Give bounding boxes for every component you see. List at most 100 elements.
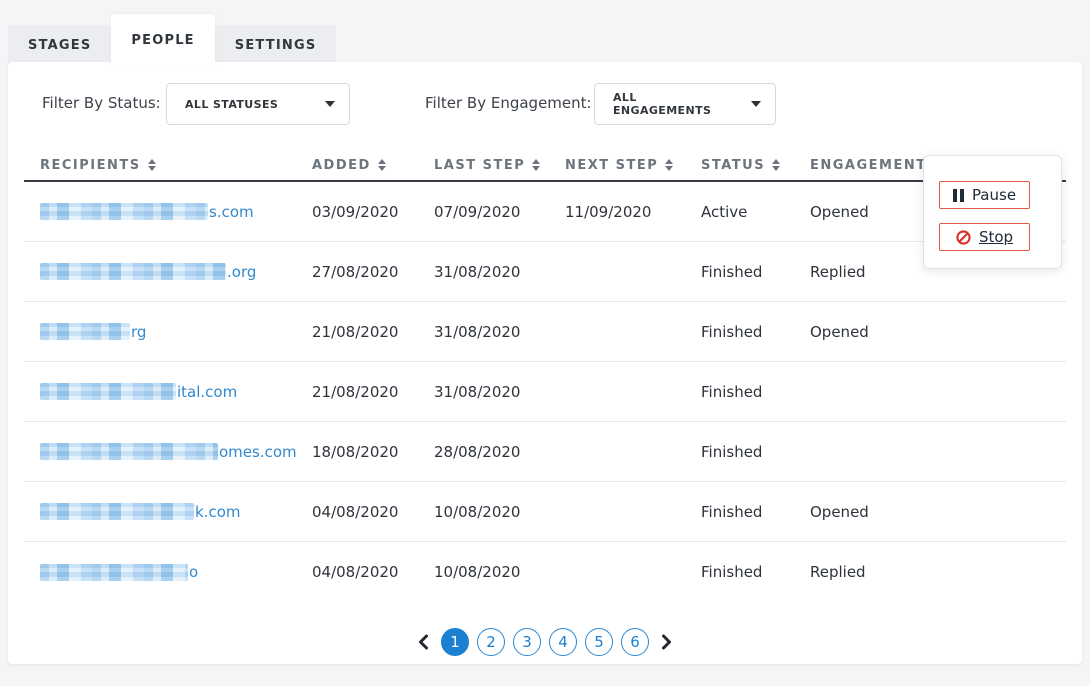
- page-button-2[interactable]: 2: [477, 628, 505, 656]
- recipient-email-link[interactable]: k.com: [40, 503, 241, 521]
- last-step-date: 31/08/2020: [434, 382, 521, 401]
- tab-bar: STAGES PEOPLE SETTINGS: [8, 14, 337, 66]
- redacted-email-blur: [40, 443, 218, 460]
- engagement-value: Opened: [810, 202, 869, 221]
- status-value: Finished: [701, 382, 763, 401]
- column-header-status[interactable]: STATUS: [701, 158, 810, 173]
- status-value: Finished: [701, 563, 763, 581]
- sort-icon: [147, 159, 156, 171]
- email-suffix: omes.com: [219, 442, 297, 461]
- pagination: 1 2 3 4 5 6: [413, 628, 677, 656]
- previous-page-button[interactable]: [413, 634, 433, 650]
- page-button-6[interactable]: 6: [621, 628, 649, 656]
- people-panel: Filter By Status: ALL STATUSES Filter By…: [8, 62, 1082, 664]
- table-row: ital.com 21/08/2020 31/08/2020 Finished: [24, 362, 1066, 422]
- status-value: Finished: [701, 442, 763, 461]
- email-suffix: ital.com: [177, 382, 238, 401]
- engagement-value: Replied: [810, 262, 866, 281]
- page-button-4[interactable]: 4: [549, 628, 577, 656]
- stop-prohibition-icon: [956, 229, 971, 245]
- recipient-email-link[interactable]: rg: [40, 323, 146, 341]
- engagement-value: Opened: [810, 502, 869, 521]
- page-button-1[interactable]: 1: [441, 628, 469, 656]
- column-header-recipients[interactable]: RECIPIENTS: [24, 158, 312, 173]
- sort-icon: [772, 159, 781, 171]
- filter-by-status-label: Filter By Status:: [42, 94, 161, 112]
- engagement-filter-dropdown[interactable]: ALL ENGAGEMENTS: [594, 83, 776, 125]
- table-row: o 04/08/2020 10/08/2020 Finished Replied: [24, 542, 1066, 602]
- recipient-email-link[interactable]: o: [40, 563, 198, 581]
- email-suffix: s.com: [209, 202, 254, 221]
- recipient-email-link[interactable]: ital.com: [40, 383, 237, 401]
- last-step-date: 10/08/2020: [434, 502, 521, 521]
- row-actions-popup: Pause Stop: [923, 155, 1062, 269]
- email-suffix: o: [189, 563, 199, 581]
- tab-settings[interactable]: SETTINGS: [214, 25, 337, 66]
- table-row: k.com 04/08/2020 10/08/2020 Finished Ope…: [24, 482, 1066, 542]
- redacted-email-blur: [40, 323, 130, 340]
- column-header-label: LAST STEP: [434, 157, 526, 173]
- added-date: 03/09/2020: [312, 202, 399, 221]
- recipient-email-link[interactable]: .org: [40, 263, 256, 281]
- sort-icon: [665, 159, 674, 171]
- page-button-5[interactable]: 5: [585, 628, 613, 656]
- stop-button-label: Stop: [978, 228, 1014, 246]
- next-step-date: 11/09/2020: [565, 202, 652, 221]
- chevron-right-icon: [662, 634, 671, 650]
- redacted-email-blur: [40, 503, 194, 520]
- status-value: Finished: [701, 502, 763, 521]
- status-value: Finished: [701, 322, 763, 341]
- pause-icon: [952, 188, 964, 202]
- column-header-label: RECIPIENTS: [40, 157, 141, 173]
- column-header-label: ADDED: [312, 157, 371, 173]
- engagement-value: Opened: [810, 322, 869, 341]
- tab-stages[interactable]: STAGES: [8, 25, 112, 66]
- redacted-email-blur: [40, 203, 208, 220]
- redacted-email-blur: [40, 563, 188, 581]
- added-date: 21/08/2020: [312, 322, 399, 341]
- status-filter-dropdown[interactable]: ALL STATUSES: [166, 83, 350, 125]
- stop-button[interactable]: Stop: [939, 223, 1030, 251]
- added-date: 18/08/2020: [312, 442, 399, 461]
- table-row: rg 21/08/2020 31/08/2020 Finished Opened: [24, 302, 1066, 362]
- chevron-down-icon: [751, 101, 761, 107]
- email-suffix: .org: [227, 262, 257, 281]
- column-header-label: STATUS: [701, 157, 766, 173]
- sort-icon: [532, 159, 541, 171]
- table-row: omes.com 18/08/2020 28/08/2020 Finished: [24, 422, 1066, 482]
- sort-icon: [377, 159, 386, 171]
- filter-by-engagement-label: Filter By Engagement:: [425, 94, 592, 112]
- status-value: Finished: [701, 262, 763, 281]
- table-body: s.com 03/09/2020 07/09/2020 11/09/2020 A…: [24, 182, 1066, 602]
- added-date: 21/08/2020: [312, 382, 399, 401]
- column-header-label: NEXT STEP: [565, 157, 659, 173]
- recipient-email-link[interactable]: omes.com: [40, 443, 297, 461]
- chevron-left-icon: [419, 634, 428, 650]
- last-step-date: 28/08/2020: [434, 442, 521, 461]
- added-date: 27/08/2020: [312, 262, 399, 281]
- pause-button[interactable]: Pause: [939, 181, 1030, 209]
- column-header-added[interactable]: ADDED: [312, 158, 434, 173]
- column-header-last-step[interactable]: LAST STEP: [434, 158, 565, 173]
- last-step-date: 07/09/2020: [434, 202, 521, 221]
- last-step-date: 31/08/2020: [434, 262, 521, 281]
- email-suffix: rg: [131, 322, 147, 341]
- redacted-email-blur: [40, 263, 226, 280]
- added-date: 04/08/2020: [312, 502, 399, 521]
- engagement-filter-value: ALL ENGAGEMENTS: [613, 91, 712, 117]
- pause-button-label: Pause: [971, 186, 1017, 204]
- next-page-button[interactable]: [657, 634, 677, 650]
- chevron-down-icon: [325, 101, 335, 107]
- recipient-email-link[interactable]: s.com: [40, 203, 254, 221]
- page-button-3[interactable]: 3: [513, 628, 541, 656]
- redacted-email-blur: [40, 383, 176, 400]
- tab-people[interactable]: PEOPLE: [111, 14, 215, 66]
- column-header-next-step[interactable]: NEXT STEP: [565, 158, 701, 173]
- status-value: Active: [701, 202, 748, 221]
- email-suffix: k.com: [195, 502, 241, 521]
- recipients-table: RECIPIENTS ADDED LAST STEP NEXT STEP STA…: [24, 150, 1066, 602]
- last-step-date: 10/08/2020: [434, 563, 521, 581]
- last-step-date: 31/08/2020: [434, 322, 521, 341]
- table-row: s.com 03/09/2020 07/09/2020 11/09/2020 A…: [24, 182, 1066, 242]
- column-header-label: ENGAGEMENT: [810, 157, 927, 173]
